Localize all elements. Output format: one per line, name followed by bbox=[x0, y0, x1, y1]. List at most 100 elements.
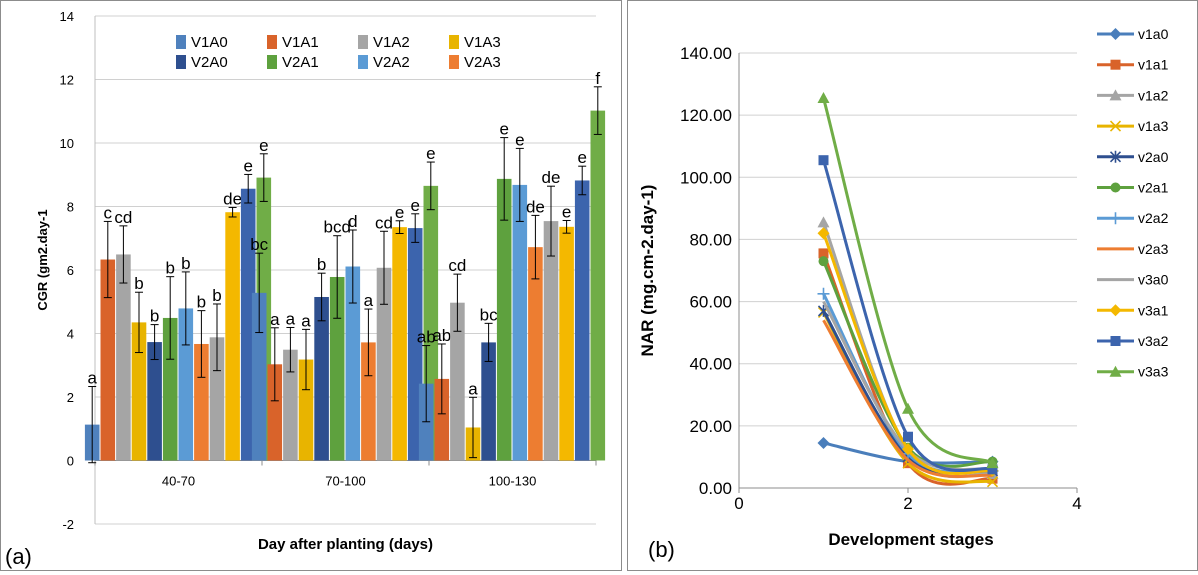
data-point bbox=[818, 155, 829, 166]
bar bbox=[162, 317, 178, 461]
y-tick-label: 8 bbox=[67, 200, 74, 215]
significance-letter: d bbox=[348, 212, 357, 231]
legend-label: v2a3 bbox=[1138, 241, 1169, 257]
bar bbox=[392, 227, 407, 461]
significance-letter: a bbox=[301, 311, 311, 330]
data-point bbox=[818, 248, 829, 259]
bar bbox=[314, 296, 329, 461]
bar bbox=[251, 292, 267, 461]
data-point bbox=[817, 436, 830, 449]
bar bbox=[345, 266, 361, 461]
legend-label: v1a2 bbox=[1138, 87, 1169, 103]
bar bbox=[178, 308, 194, 461]
legend-label: V1A3 bbox=[464, 34, 501, 51]
legend-label: v3a2 bbox=[1138, 333, 1169, 349]
legend-swatch bbox=[358, 35, 368, 49]
significance-letter: b bbox=[150, 307, 159, 326]
significance-letter: b bbox=[165, 259, 174, 278]
bar bbox=[376, 267, 392, 461]
x-axis-title: Day after planting (days) bbox=[258, 536, 433, 553]
y-tick-label: 140.00 bbox=[680, 44, 732, 63]
significance-letter: ab bbox=[417, 328, 436, 347]
legend-marker bbox=[1109, 212, 1122, 225]
significance-letter: b bbox=[181, 254, 190, 273]
bar bbox=[131, 322, 147, 461]
bar bbox=[496, 178, 512, 461]
data-point bbox=[817, 216, 830, 228]
y-tick-label: 40.00 bbox=[689, 355, 732, 374]
legend-marker bbox=[1109, 365, 1122, 377]
significance-letter: c bbox=[104, 203, 113, 222]
bar bbox=[434, 378, 450, 461]
bar bbox=[225, 212, 240, 461]
significance-letter: e bbox=[562, 202, 571, 221]
x-tick-label: 70-100 bbox=[325, 474, 365, 489]
y-tick-label: 0 bbox=[67, 454, 74, 469]
x-axis-title: Development stages bbox=[828, 530, 993, 549]
significance-letter: e bbox=[243, 156, 252, 175]
bar bbox=[283, 349, 298, 461]
data-point bbox=[902, 402, 914, 414]
significance-letter: e bbox=[395, 203, 404, 222]
y-tick-label: 60.00 bbox=[689, 293, 732, 312]
legend-label: v1a3 bbox=[1138, 118, 1169, 134]
x-tick-label: 0 bbox=[734, 494, 743, 513]
panel-a: -2 0 2 4 6 8 10 12 14 40-70 a c cd b b b b b b de e e 70-100 bc… bbox=[0, 0, 622, 571]
legend-label: V2A2 bbox=[373, 54, 410, 71]
legend-label: v1a0 bbox=[1138, 26, 1169, 42]
series-line bbox=[822, 232, 993, 475]
bar bbox=[329, 276, 345, 461]
series-line bbox=[822, 97, 994, 465]
legend-marker bbox=[1110, 59, 1121, 70]
significance-letter: e bbox=[259, 136, 268, 155]
bar bbox=[543, 221, 559, 461]
y-tick-label: 14 bbox=[60, 9, 74, 24]
y-tick-label: 10 bbox=[60, 136, 74, 151]
legend-label: v2a1 bbox=[1138, 180, 1169, 196]
legend-marker bbox=[1110, 336, 1121, 346]
legend-swatch bbox=[449, 55, 459, 69]
panel-label: (b) bbox=[648, 537, 675, 562]
data-point bbox=[902, 443, 914, 456]
significance-letter: f bbox=[595, 69, 600, 88]
y-tick-label: 4 bbox=[67, 327, 74, 342]
data-point bbox=[987, 464, 998, 475]
y-tick-label: 120.00 bbox=[680, 106, 732, 125]
significance-letter: e bbox=[577, 148, 586, 167]
bar bbox=[361, 342, 376, 461]
y-tick-label: -2 bbox=[62, 517, 74, 532]
data-point bbox=[818, 256, 829, 267]
legend-marker bbox=[1109, 150, 1122, 163]
legend-label: v2a2 bbox=[1138, 210, 1169, 226]
significance-letter: de bbox=[542, 168, 561, 187]
significance-letter: e bbox=[515, 130, 524, 149]
bar bbox=[267, 364, 283, 461]
bar bbox=[559, 226, 574, 461]
y-tick-label: 0.00 bbox=[699, 479, 732, 498]
significance-letter: e bbox=[499, 120, 508, 139]
bar bbox=[209, 337, 225, 461]
significance-letter: cd bbox=[114, 208, 132, 227]
significance-letter: e bbox=[426, 144, 435, 163]
y-tick-label: 80.00 bbox=[689, 230, 732, 249]
y-tick-label: 12 bbox=[60, 73, 74, 88]
x-tick-label: 2 bbox=[903, 494, 912, 513]
significance-letter: cd bbox=[448, 256, 466, 275]
bar bbox=[512, 184, 528, 461]
significance-letter: de bbox=[223, 189, 242, 208]
legend-marker bbox=[1109, 89, 1122, 101]
data-point bbox=[817, 287, 830, 300]
y-tick-label: 2 bbox=[67, 390, 74, 405]
legend-label: V2A0 bbox=[191, 54, 228, 71]
significance-letter: b bbox=[212, 286, 221, 305]
significance-letter: cd bbox=[375, 213, 393, 232]
data-point bbox=[817, 92, 830, 104]
series-line bbox=[822, 159, 994, 472]
significance-letter: a bbox=[270, 310, 280, 329]
x-tick-label: 4 bbox=[1072, 494, 1081, 513]
y-tick-label: 6 bbox=[67, 263, 74, 278]
legend-label: v3a3 bbox=[1138, 364, 1169, 380]
x-tick-label: 40-70 bbox=[162, 474, 195, 489]
bar bbox=[298, 359, 314, 461]
